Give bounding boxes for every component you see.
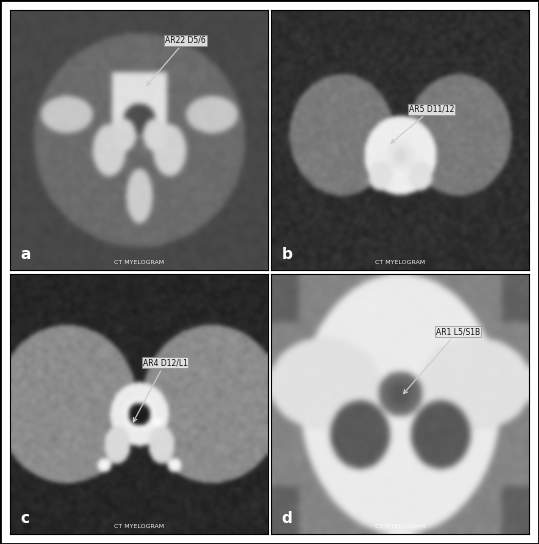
- Text: CT MYELOGRAM: CT MYELOGRAM: [375, 260, 425, 265]
- Text: c: c: [20, 511, 29, 527]
- Text: AR4 D12/L1: AR4 D12/L1: [133, 358, 188, 422]
- Text: b: b: [282, 248, 293, 262]
- Text: CT MYELOGRAM: CT MYELOGRAM: [114, 524, 164, 529]
- Text: CT MYELOGRAM: CT MYELOGRAM: [375, 524, 425, 529]
- Text: a: a: [20, 248, 30, 262]
- Text: AR5 D11/12: AR5 D11/12: [391, 104, 454, 143]
- Text: CT MYELOGRAM: CT MYELOGRAM: [114, 260, 164, 265]
- Text: AR22 D5/6: AR22 D5/6: [147, 36, 206, 85]
- Text: d: d: [282, 511, 293, 527]
- Text: AR1 L5/S1B: AR1 L5/S1B: [404, 327, 480, 394]
